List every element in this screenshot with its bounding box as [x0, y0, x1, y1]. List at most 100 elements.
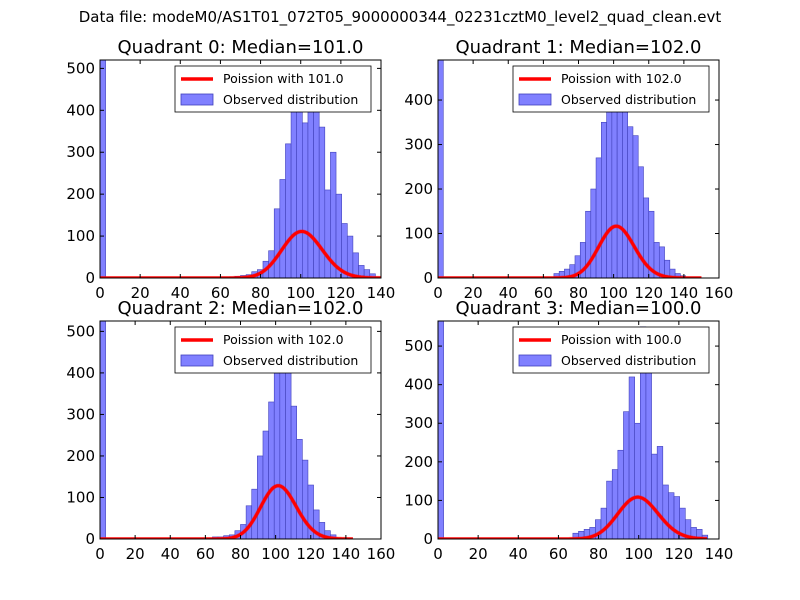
legend-label-fit: Poission with 102.0 [223, 332, 344, 347]
histogram-bar [662, 484, 669, 539]
histogram-bar [273, 372, 281, 539]
x-tick-label: 20 [131, 284, 150, 302]
y-tick-label: 200 [66, 447, 95, 465]
panel-title: Quadrant 3: Median=100.0 [456, 298, 702, 319]
x-tick-label: 100 [286, 284, 315, 302]
x-tick-label: 160 [367, 545, 396, 563]
legend-label-fit: Poission with 102.0 [561, 71, 682, 86]
plot-area [438, 60, 702, 278]
x-tick-label: 160 [705, 284, 734, 302]
legend-bar-swatch [518, 93, 552, 106]
y-tick-label: 200 [404, 180, 433, 198]
y-tick-label: 200 [66, 185, 95, 203]
x-tick-label: 60 [211, 284, 230, 302]
legend: Poission with 100.0 Observed distribution [512, 326, 710, 374]
x-tick-label: 80 [569, 284, 588, 302]
histogram-bar [623, 411, 630, 539]
x-tick-label: 0 [433, 545, 443, 563]
x-tick-label: 60 [196, 545, 215, 563]
histogram-bar [302, 122, 309, 278]
histogram-bar [628, 376, 636, 539]
histogram-bar [100, 321, 106, 539]
y-tick-label: 300 [404, 414, 433, 432]
y-tick-label: 400 [66, 364, 95, 382]
y-tick-label: 200 [404, 453, 433, 471]
y-tick-label: 0 [423, 530, 433, 548]
histogram-bar [696, 529, 703, 539]
histogram-bar [600, 507, 607, 539]
histogram-bar [668, 492, 675, 539]
histogram-bar [632, 135, 639, 278]
poisson-curve [438, 224, 702, 278]
legend-label-fit: Poission with 101.0 [223, 71, 344, 86]
x-tick-label: 140 [670, 284, 699, 302]
legend: Poission with 102.0 Observed distribution [512, 65, 710, 113]
histogram-bar [590, 188, 597, 278]
x-tick-label: 20 [126, 545, 145, 563]
histogram-bar [296, 439, 303, 539]
histogram-bar [290, 105, 297, 278]
y-tick-label: 100 [404, 491, 433, 509]
figure-title: Data file: modeM0/AS1T01_072T05_90000003… [78, 8, 722, 26]
legend: Poission with 102.0 Observed distribution [174, 326, 372, 374]
histogram-bar [346, 235, 354, 278]
quadrant-0-panel: 0 20 40 60 80 100 120 140 0 100 200 300 400 500 Quadra… [66, 37, 395, 302]
x-tick-label: 60 [534, 284, 553, 302]
x-tick-label: 100 [599, 284, 628, 302]
histogram-bar [595, 157, 602, 278]
legend-label-hist: Observed distribution [561, 353, 696, 368]
x-tick-label: 120 [665, 545, 694, 563]
histogram-bar [606, 480, 613, 539]
histogram-bar [324, 189, 331, 278]
legend-label-hist: Observed distribution [223, 353, 358, 368]
panel-title: Quadrant 2: Median=102.0 [118, 298, 364, 319]
legend-bar-swatch [180, 93, 214, 106]
y-tick-label: 0 [423, 269, 433, 287]
histogram-bar [290, 405, 297, 539]
x-tick-label: 40 [161, 545, 180, 563]
y-tick-label: 100 [404, 225, 433, 243]
histogram-bar [651, 453, 658, 539]
histogram-bar [302, 459, 309, 539]
histogram-bar [285, 364, 292, 539]
x-tick-label: 120 [327, 284, 356, 302]
x-tick-label: 100 [261, 545, 290, 563]
histogram-bar [606, 108, 613, 278]
legend: Poission with 101.0 Observed distribution [174, 65, 372, 113]
x-tick-label: 80 [251, 284, 270, 302]
legend-bar-swatch [518, 354, 552, 367]
histogram-bar [601, 121, 607, 278]
y-tick-label: 400 [404, 91, 433, 109]
histogram-bar [617, 449, 624, 539]
axes-frame [99, 59, 382, 279]
quadrant-3-panel: 0 20 40 60 80 100 120 140 0 100 200 300 400 500 Quadra… [404, 298, 733, 563]
axes-frame [437, 320, 720, 540]
histogram-bar [100, 60, 106, 278]
x-tick-label: 80 [589, 545, 608, 563]
quadrant-1-panel: 0 20 40 60 80 100 120 140 160 0 100 200 300 400 Quadra… [404, 37, 733, 302]
y-tick-label: 400 [66, 101, 95, 119]
x-tick-label: 140 [705, 545, 734, 563]
legend-label-fit: Poission with 100.0 [561, 332, 682, 347]
x-tick-label: 60 [549, 545, 568, 563]
x-tick-label: 40 [499, 284, 518, 302]
x-tick-label: 0 [95, 545, 105, 563]
histogram-bar [262, 430, 269, 539]
histogram-bar [257, 455, 264, 539]
panel-title: Quadrant 0: Median=101.0 [118, 37, 364, 58]
histogram-bar [627, 126, 634, 278]
panel-title: Quadrant 1: Median=102.0 [456, 37, 702, 58]
y-tick-label: 500 [404, 337, 433, 355]
y-tick-label: 100 [66, 227, 95, 245]
histogram-bar [656, 446, 664, 539]
y-tick-label: 500 [66, 59, 95, 77]
x-tick-label: 0 [433, 284, 443, 302]
x-tick-label: 100 [624, 545, 653, 563]
x-tick-label: 20 [464, 284, 483, 302]
histogram-bar [438, 321, 444, 539]
histogram-bar [611, 469, 619, 539]
y-tick-label: 100 [66, 488, 95, 506]
quadrant-2-panel: 0 20 40 60 80 100 120 140 160 0 100 200 300 400 500 Qua… [66, 298, 395, 563]
x-tick-label: 120 [296, 545, 325, 563]
